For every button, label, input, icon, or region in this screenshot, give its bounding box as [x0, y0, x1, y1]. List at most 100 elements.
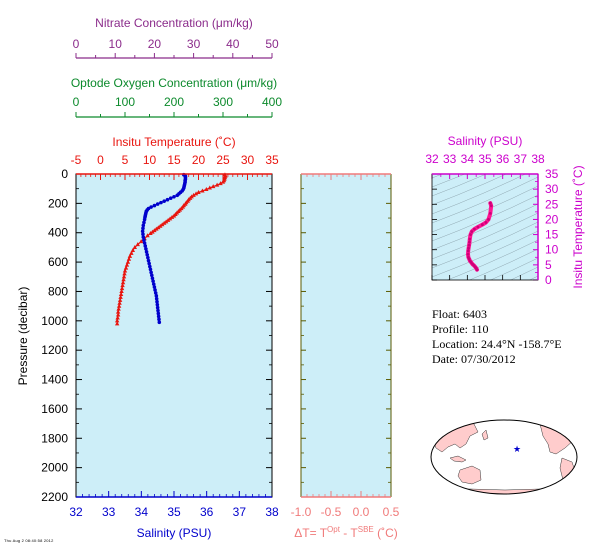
delta-t-tick-label: -0.5	[321, 505, 342, 519]
temperature-data-point	[148, 231, 153, 236]
temperature-tick-label: -5	[71, 153, 82, 167]
nitrate-axis: Nitrate Concentration (μm/kg) 0 10 20 30 40 5…	[73, 16, 279, 59]
temperature-tick-label: 5	[122, 153, 129, 167]
delta-t-plot-area	[301, 174, 391, 497]
salinity-data-point	[168, 196, 173, 201]
pressure-tick-label: 400	[48, 226, 68, 240]
salinity-data-point	[145, 252, 150, 257]
salinity-data-point	[141, 232, 145, 236]
temperature-data-point	[125, 259, 131, 264]
ts-temperature-axis-title: Insitu Temperature (˚C)	[571, 165, 585, 288]
pressure-tick-label: 1000	[41, 314, 68, 328]
oxygen-tick-label: 300	[213, 95, 233, 109]
salinity-data-point	[142, 238, 146, 242]
delta-t-axis-title-end: (˚C)	[374, 526, 398, 540]
temperature-data-point	[204, 187, 209, 192]
ts-salinity-tick-label: 33	[443, 152, 457, 166]
ts-temperature-tick-label: 25	[545, 197, 559, 211]
ts-data-point	[484, 221, 488, 224]
salinity-data-point	[152, 203, 157, 208]
float-location: Location: 24.4°N -158.7°E	[432, 337, 562, 351]
delta-t-tick-label: 0.0	[353, 505, 370, 519]
temperature-data-point	[162, 220, 167, 225]
salinity-tick-label: 34	[135, 505, 149, 519]
salinity-data-point	[151, 279, 155, 283]
ts-data-point	[468, 240, 471, 244]
ts-isopycnal-line	[490, 257, 538, 280]
salinity-data-point	[156, 314, 161, 319]
temperature-data-point	[124, 262, 130, 267]
temperature-data-point	[171, 213, 177, 218]
salinity-data-point	[153, 291, 158, 295]
delta-t-axis-title-mid: - T	[340, 526, 358, 540]
temperature-data-point	[196, 189, 201, 194]
oxygen-tick-label: 200	[164, 95, 184, 109]
salinity-data-point	[149, 273, 154, 278]
temperature-data-point	[129, 250, 134, 255]
temperature-data-point	[145, 233, 150, 238]
temperature-data-point	[169, 214, 175, 219]
oxygen-axis-title: Optode Oxygen Concentration (μm/kg)	[71, 76, 277, 90]
temperature-data-point	[118, 294, 123, 299]
ts-temperature-tick-label: 0	[545, 273, 552, 287]
salinity-data-point	[146, 258, 151, 263]
ts-data-point	[476, 225, 480, 229]
salinity-data-point	[149, 205, 153, 209]
temperature-data-point	[114, 318, 120, 323]
salinity-data-point	[141, 235, 146, 239]
ts-data-point	[480, 223, 484, 226]
ts-data-point	[467, 246, 470, 250]
salinity-axis-title: Salinity (PSU)	[137, 526, 212, 540]
land-antarctica	[439, 488, 571, 494]
temperature-data-point	[122, 268, 128, 273]
ts-isopycnal-line	[432, 194, 538, 242]
ts-isopycnal-line	[432, 174, 466, 188]
ts-salinity-tick-label: 34	[461, 152, 475, 166]
ts-data-point	[489, 204, 493, 208]
delta-t-axis-title: ΔT= TOpt - TSBE (˚C)	[294, 525, 398, 540]
pressure-tick-label: 2000	[41, 461, 68, 475]
temperature-data-point	[160, 222, 165, 227]
nitrate-tick-label: 10	[109, 37, 123, 51]
ts-data-point	[468, 237, 472, 241]
salinity-data-point	[154, 294, 159, 298]
timestamp-stamp: Thu Aug 2 08:40:58 2012	[4, 538, 54, 543]
nitrate-tick-label: 50	[265, 37, 279, 51]
temperature-data-point	[211, 184, 216, 189]
salinity-data-point	[150, 276, 155, 281]
temperature-data-point	[191, 192, 196, 197]
salinity-data-point	[156, 308, 160, 313]
salinity-data-point	[140, 229, 145, 234]
temperature-data-point	[158, 223, 163, 228]
ts-isopycnal-line	[469, 248, 538, 280]
salinity-data-point	[162, 199, 166, 203]
ts-isopycnal-line	[432, 87, 538, 133]
salinity-tick-label: 35	[167, 505, 181, 519]
salinity-data-point	[148, 264, 152, 269]
land-indonesia	[449, 455, 467, 463]
temperature-data-point	[220, 179, 226, 184]
ts-isopycnal-line	[446, 239, 538, 280]
nitrate-tick-label: 20	[148, 37, 162, 51]
temperature-tick-label: 20	[192, 153, 206, 167]
salinity-data-point	[141, 226, 145, 231]
oxygen-tick-label: 400	[262, 95, 282, 109]
ts-data-point	[469, 233, 472, 236]
land-australia	[457, 465, 482, 485]
temperature-tick-label: 35	[265, 153, 279, 167]
temperature-data-point	[122, 271, 127, 276]
oxygen-axis: Optode Oxygen Concentration (μm/kg) 0 100…	[71, 76, 282, 118]
temperature-data-point	[150, 229, 155, 234]
temperature-tick-label: 0	[97, 153, 104, 167]
salinity-tick-label: 33	[102, 505, 116, 519]
ts-isopycnal-line	[510, 266, 538, 280]
ts-isopycnal-line	[432, 185, 538, 233]
salinity-data-point	[156, 311, 161, 316]
temperature-data-point	[117, 297, 123, 302]
nitrate-tick-label: 0	[73, 37, 80, 51]
temperature-tick-label: 15	[167, 153, 181, 167]
delta-t-axis-title-sup2: SBE	[358, 525, 374, 534]
ts-isopycnal-line	[432, 221, 538, 269]
temperature-data-point	[120, 283, 125, 288]
